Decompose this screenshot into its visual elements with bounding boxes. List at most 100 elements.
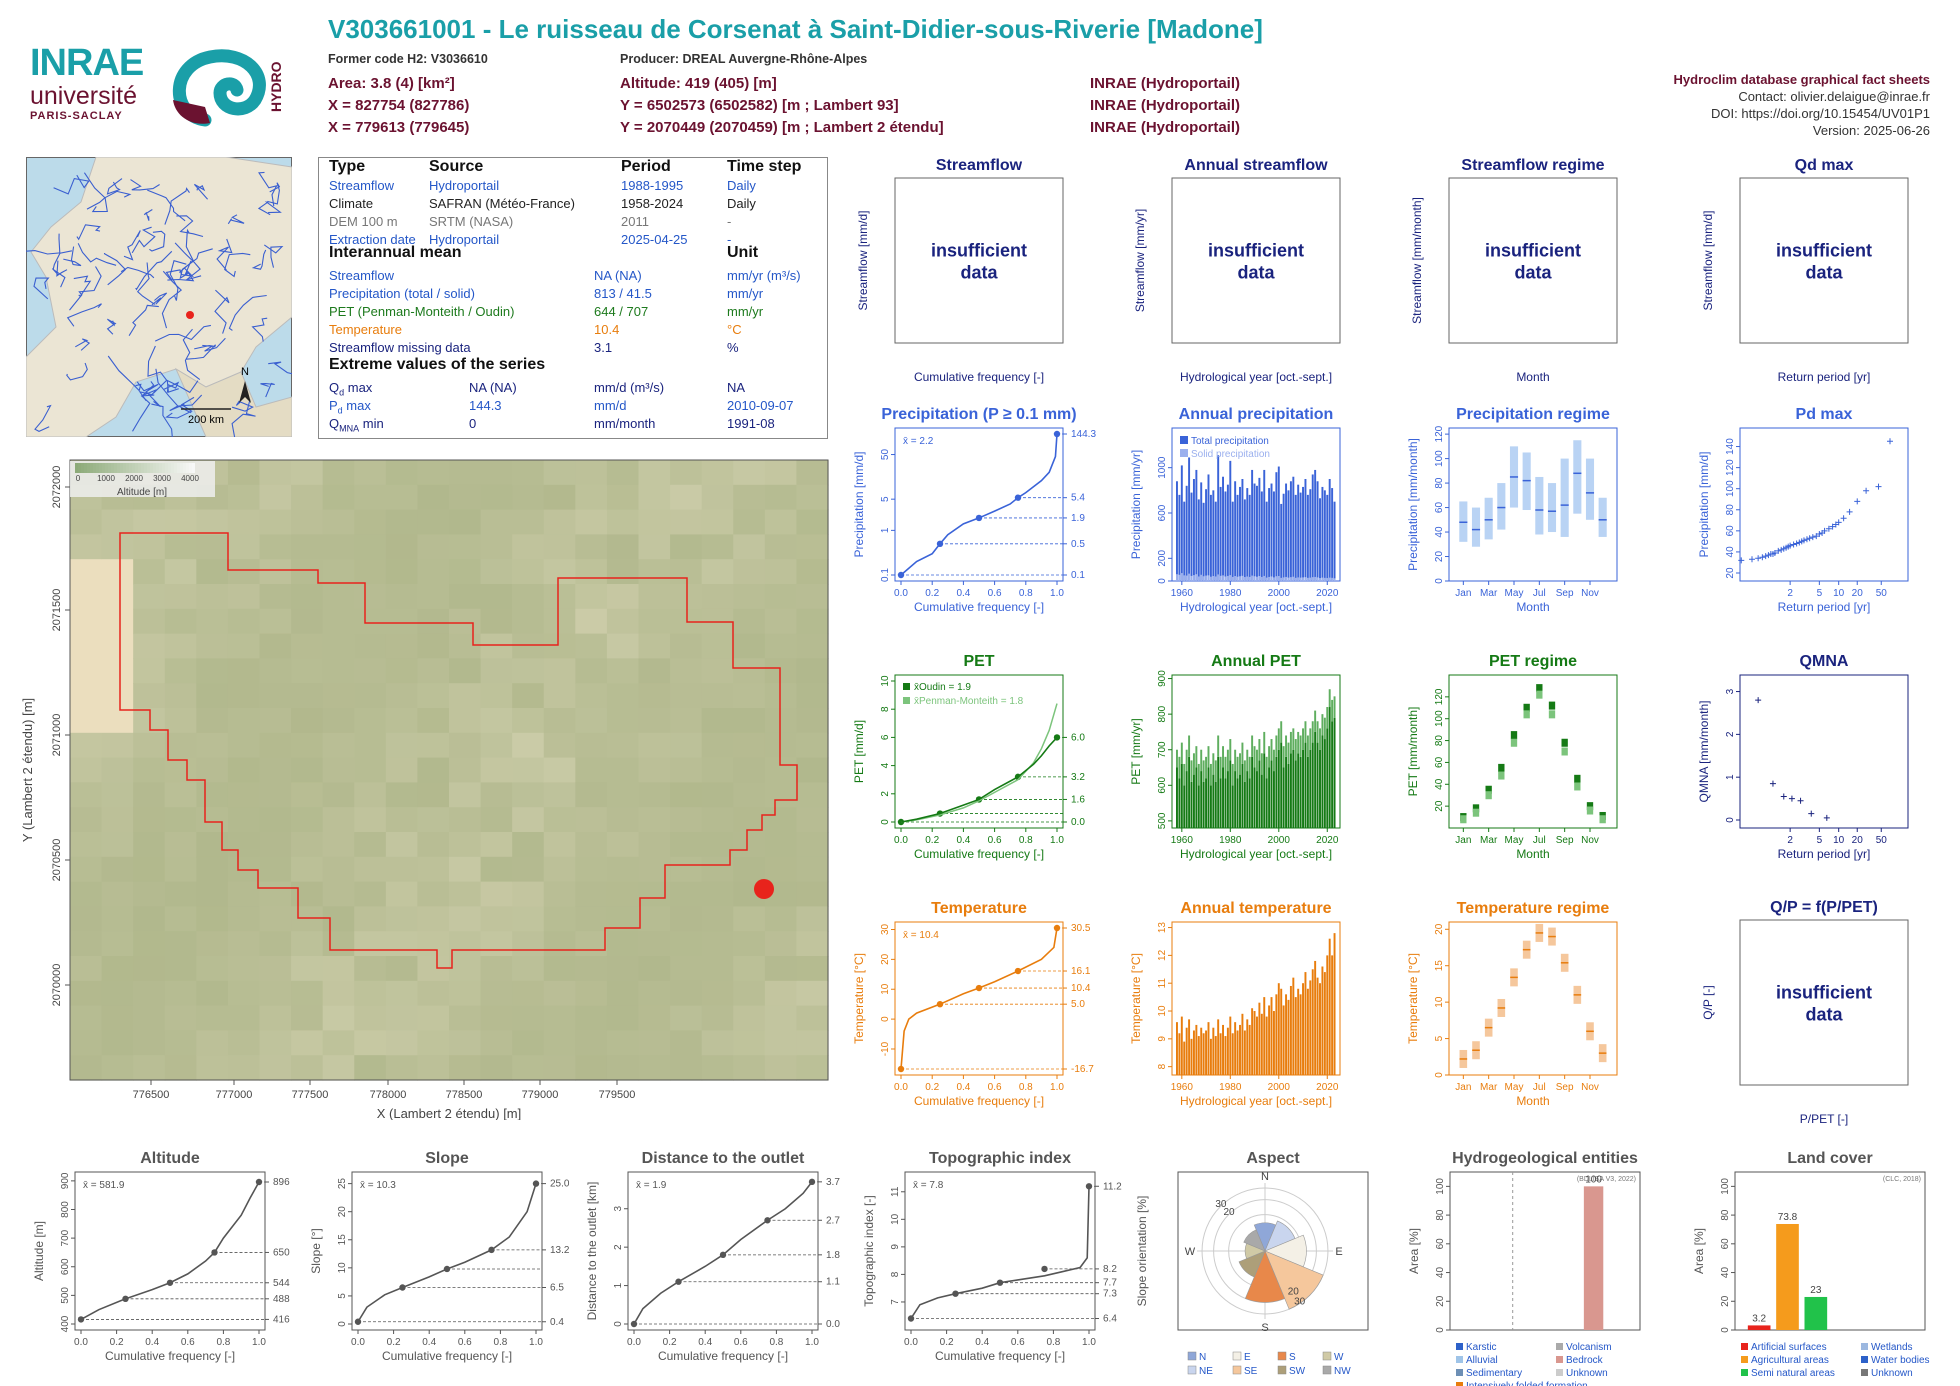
dem-cell: [733, 956, 766, 982]
dem-cell: [417, 633, 450, 659]
dem-cell: [733, 658, 766, 684]
aspect-ring-label: 30: [1215, 1199, 1227, 1210]
dem-cell: [385, 584, 419, 610]
annual-pet-bar-2: [1321, 714, 1324, 736]
dem-cell: [101, 956, 134, 982]
dem-cell: [291, 757, 324, 783]
annual-precip-bar-solid: [1192, 575, 1195, 581]
dem-cell: [796, 608, 829, 635]
dem-cell: [480, 584, 513, 610]
dem-cell: [670, 559, 703, 585]
pet-regime-box-pm: [1586, 806, 1594, 815]
annual-precip-bar: [1333, 501, 1336, 581]
legend-swatch: [120, 463, 123, 473]
river-segment: [33, 277, 50, 300]
aspect-compass-label: W: [1185, 1246, 1196, 1258]
aspect-sector: [1238, 1250, 1266, 1278]
q-panel-3-title: Qd max: [1795, 157, 1854, 174]
annual-precip-bar: [1231, 501, 1234, 581]
dem-cell: [354, 658, 387, 684]
dem-cell: [733, 633, 766, 659]
river-segment: [231, 400, 254, 412]
pd-max-point: [1863, 487, 1870, 494]
annual-pet-bar-2: [1256, 749, 1258, 772]
dem-cell: [512, 906, 545, 932]
annual-precip-bar: [1200, 482, 1203, 581]
dem-cell: [701, 509, 734, 535]
dem-cell: [670, 881, 703, 907]
dem-cell: [480, 509, 513, 535]
topo-cdf-quantile-point: [1041, 1265, 1048, 1273]
annual-pet-bar: [1234, 771, 1237, 828]
legend-tick: 4000: [181, 474, 199, 483]
source-y93: INRAE (Hydroportail): [1090, 97, 1240, 114]
pd-max-ytick-label: 140: [1725, 438, 1736, 455]
annual-pet-bar: [1282, 767, 1285, 828]
annual-precip-bar-solid: [1270, 576, 1273, 581]
annual-pet-bar-2: [1260, 753, 1263, 775]
q-panel-3-msg: insufficient: [1776, 241, 1872, 261]
dem-cell: [164, 881, 197, 907]
dem-cell: [101, 782, 134, 808]
dem-cell: [196, 683, 229, 709]
annual-precip-bar: [1219, 486, 1222, 581]
hydrogeo-legend-swatch: [1456, 1369, 1463, 1376]
dem-cell: [133, 881, 166, 907]
dem-cell: [575, 881, 608, 907]
ext-name: QMNA min: [329, 416, 384, 434]
dem-cell: [354, 832, 387, 858]
pet-regime-xtick-label: May: [1505, 835, 1524, 846]
annual-precip-bar: [1222, 476, 1224, 581]
dem-cell: [259, 484, 292, 511]
hydrogeo-ytick-label: 0: [1435, 1327, 1446, 1333]
landcover-legend-label: Water bodies: [1871, 1355, 1930, 1366]
annual-precip-bar-solid: [1299, 577, 1302, 581]
ext-value: 0: [469, 416, 477, 431]
annual-temp-bar: [1306, 988, 1309, 1075]
mean-unit: °C: [727, 322, 742, 337]
dem-cell: [164, 856, 197, 883]
dem-cell: [512, 584, 545, 610]
aspect-legend-swatch: [1277, 1365, 1287, 1375]
q-panel-2-frame: [1448, 177, 1618, 344]
altitude-cdf-right-label: 488: [273, 1294, 290, 1305]
q-panel-3-msg: data: [1805, 263, 1843, 283]
precip-cdf-title: Precipitation (P ≥ 0.1 mm): [881, 406, 1076, 423]
dem-cell: [449, 732, 482, 759]
dem-cell: [259, 782, 292, 808]
x-tick-label: 778000: [370, 1089, 407, 1101]
annual-pet-bar-2: [1333, 696, 1336, 718]
annual-pet-bar-2: [1294, 739, 1297, 761]
dem-cell: [354, 1030, 387, 1056]
annual-temp-xtick-label: 2000: [1268, 1082, 1291, 1093]
pd-max-point: [1835, 519, 1842, 526]
altitude-cdf-xtick-label: 0.4: [145, 1337, 159, 1348]
annual-temp-xtick-label: 2020: [1316, 1082, 1339, 1093]
annual-precip-bar: [1287, 490, 1290, 581]
precip-regime-title: Precipitation regime: [1456, 406, 1610, 423]
annual-precip-bar-solid: [1243, 577, 1246, 581]
annual-pet-bar: [1236, 778, 1239, 828]
pet-regime-box-oudin: [1523, 703, 1530, 712]
precip-regime-ytick-label: 40: [1434, 526, 1445, 538]
annual-precip-bar-solid: [1277, 576, 1280, 581]
annual-precip-bar: [1270, 483, 1273, 581]
dem-cell: [354, 509, 387, 535]
pet-cdf-title: PET: [963, 653, 994, 670]
precip-regime-ytick-label: 120: [1434, 425, 1445, 442]
annual-precip-bar-solid: [1280, 577, 1283, 581]
dem-cell: [354, 484, 387, 511]
annual-pet-bar: [1331, 721, 1334, 828]
pet-regime-xtick-label: Sep: [1556, 835, 1574, 846]
y-tick-label: 2070000: [51, 964, 63, 1007]
precip-regime-box: [1560, 458, 1569, 537]
distance-cdf-xtick-label: 1.0: [805, 1337, 819, 1348]
dem-cell: [701, 832, 734, 858]
river-segment: [128, 304, 159, 336]
dem-cell: [670, 534, 703, 560]
temp-regime-ytick-label: 10: [1434, 996, 1445, 1008]
dem-cell: [101, 856, 134, 883]
landcover-legend-swatch: [1861, 1343, 1868, 1350]
dem-cell: [70, 881, 103, 907]
precip-cdf-ytick-label: 5: [880, 496, 891, 502]
